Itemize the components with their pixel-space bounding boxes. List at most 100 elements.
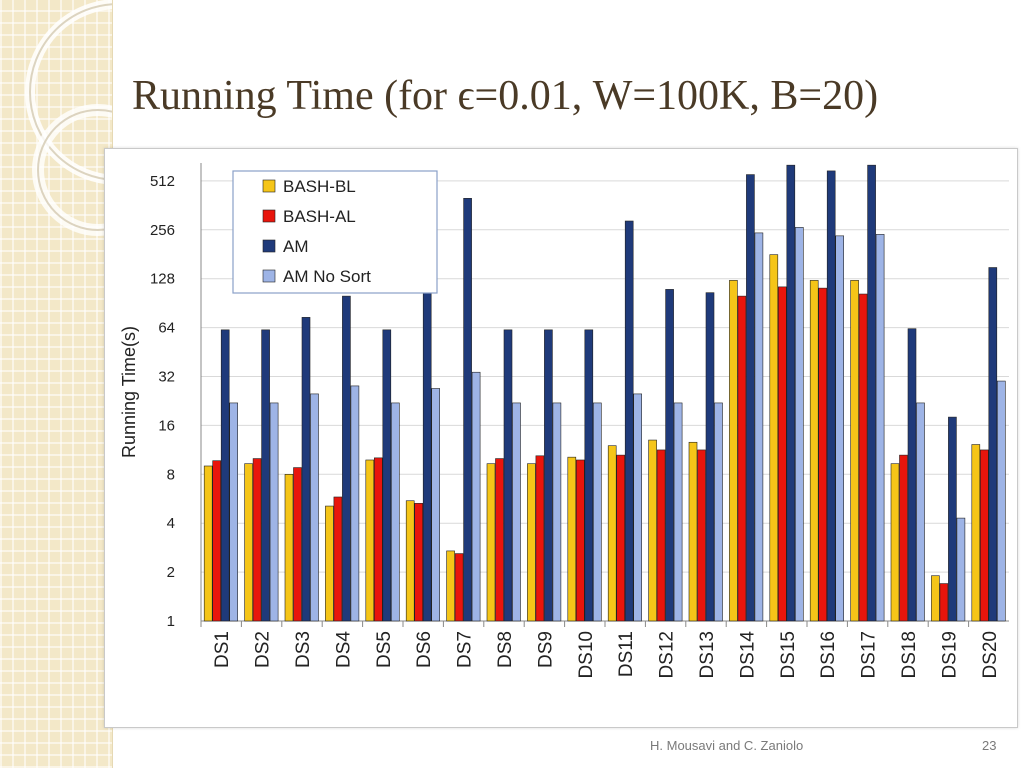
bar-am-no-sort-ds6: [431, 388, 441, 622]
x-tick-label: DS10: [576, 631, 597, 679]
bar-bash-al-ds1: [212, 460, 221, 622]
bar-am-no-sort-ds3: [310, 393, 319, 622]
bar-am-ds17: [867, 164, 876, 622]
x-tick-label: DS19: [939, 631, 960, 679]
bar-am-no-sort-ds15: [794, 227, 804, 622]
bar-bash-bl-ds18: [890, 463, 900, 622]
bar-am-no-sort-ds12: [673, 402, 683, 622]
bar-bash-al-ds14: [737, 295, 747, 622]
x-tick-label: DS8: [495, 631, 516, 668]
bar-am-no-sort-ds7: [471, 371, 481, 622]
legend-swatch: [262, 239, 276, 253]
x-tick-label: DS12: [657, 631, 678, 679]
x-tick-label: DS4: [333, 631, 354, 668]
bar-am-ds3: [301, 317, 311, 622]
bar-bash-bl-ds8: [486, 463, 496, 622]
y-tick-label: 8: [167, 466, 175, 483]
bar-bash-bl-ds20: [971, 444, 981, 622]
bar-am-ds2: [261, 329, 270, 622]
bar-bash-al-ds20: [979, 449, 989, 622]
bar-am-ds16: [826, 170, 836, 622]
bar-bash-al-ds9: [535, 455, 545, 622]
bar-bash-al-ds4: [333, 496, 343, 622]
bar-am-ds15: [786, 164, 796, 622]
running-time-chart: 1 2 4 8 16 32 64 128 256 512 Running Time(s) DS1 DS2…: [119, 163, 1009, 679]
bar-bash-bl-ds16: [809, 280, 819, 622]
page-number: 23: [982, 738, 997, 753]
bar-am-ds9: [544, 329, 553, 622]
bar-bash-al-ds7: [454, 553, 464, 622]
bar-bash-bl-ds13: [688, 441, 698, 622]
decorative-left-strip: [0, 0, 113, 768]
bar-bash-al-ds5: [373, 457, 383, 622]
y-axis-title: Running Time(s): [119, 326, 139, 458]
bar-bash-bl-ds6: [405, 500, 415, 622]
bar-am-no-sort-ds8: [512, 402, 521, 622]
bar-bash-al-ds15: [777, 286, 787, 622]
bar-am-no-sort-ds14: [754, 232, 764, 622]
x-tick-label: DS20: [980, 631, 1001, 679]
bar-am-ds4: [342, 295, 351, 622]
bar-am-ds12: [665, 289, 674, 622]
bar-bash-al-ds2: [252, 458, 262, 622]
x-tick-label: DS7: [455, 631, 476, 668]
bar-bash-al-ds3: [293, 467, 302, 622]
x-tick-label: DS13: [697, 631, 718, 679]
footer-author: H. Mousavi and C. Zaniolo: [650, 738, 804, 753]
bar-bash-al-ds10: [575, 459, 585, 622]
bar-bash-al-ds8: [495, 458, 504, 622]
legend-label: BASH-AL: [283, 207, 356, 226]
bar-bash-al-ds16: [818, 287, 828, 622]
legend-label: BASH-BL: [283, 177, 356, 196]
legend-swatch: [262, 269, 276, 283]
bar-bash-bl-ds4: [325, 505, 334, 622]
bar-bash-bl-ds5: [365, 459, 375, 622]
bar-am-no-sort-ds16: [835, 235, 845, 622]
bar-am-no-sort-ds10: [592, 402, 602, 622]
bar-am-no-sort-ds20: [996, 380, 1006, 622]
y-tick-label: 4: [167, 515, 175, 532]
bar-am-no-sort-ds19: [956, 517, 966, 622]
y-tick-label: 2: [167, 564, 175, 581]
bar-bash-bl-ds10: [567, 456, 577, 622]
bar-am-no-sort-ds1: [229, 402, 238, 622]
bar-am-no-sort-ds4: [350, 385, 360, 622]
bar-am-ds8: [503, 329, 513, 622]
bar-bash-al-ds6: [414, 503, 424, 622]
bar-bash-bl-ds1: [203, 465, 213, 622]
x-tick-label: DS15: [778, 631, 799, 679]
bar-bash-bl-ds2: [244, 463, 253, 622]
bar-bash-al-ds18: [899, 454, 908, 622]
y-tick-label: 512: [150, 173, 175, 190]
bar-am-ds10: [584, 329, 594, 622]
bar-bash-bl-ds17: [850, 280, 859, 622]
bar-am-ds20: [988, 267, 998, 622]
x-tick-label: DS9: [535, 631, 556, 668]
legend-swatch: [262, 179, 276, 193]
bar-am-ds11: [624, 220, 634, 622]
bar-bash-al-ds13: [697, 449, 706, 622]
bar-am-no-sort-ds5: [390, 402, 400, 622]
x-tick-label: DS17: [859, 631, 880, 679]
x-tick-label: DS6: [414, 631, 435, 668]
bar-am-ds7: [463, 198, 472, 622]
bar-bash-bl-ds11: [607, 445, 617, 622]
x-tick-label: DS16: [818, 631, 839, 679]
chart-frame: 1 2 4 8 16 32 64 128 256 512 Running Time(s) DS1 DS2…: [104, 148, 1018, 728]
bar-am-ds5: [382, 329, 392, 622]
y-tick-label: 1: [167, 613, 175, 630]
bar-bash-bl-ds14: [729, 280, 738, 622]
slide-title: Running Time (for ϵ=0.01, W=100K, B=20): [132, 73, 879, 119]
x-tick-label: DS1: [212, 631, 233, 668]
bar-am-ds13: [705, 292, 715, 622]
bar-am-ds19: [948, 416, 957, 622]
bar-am-no-sort-ds2: [269, 402, 279, 622]
x-tick-label: DS18: [899, 631, 920, 679]
legend-label: AM No Sort: [283, 267, 371, 286]
y-tick-label: 16: [158, 417, 175, 434]
x-tick-label: DS2: [253, 631, 274, 668]
y-tick-label: 256: [150, 222, 175, 239]
bar-am-ds1: [220, 329, 230, 622]
bar-bash-al-ds17: [858, 293, 868, 622]
